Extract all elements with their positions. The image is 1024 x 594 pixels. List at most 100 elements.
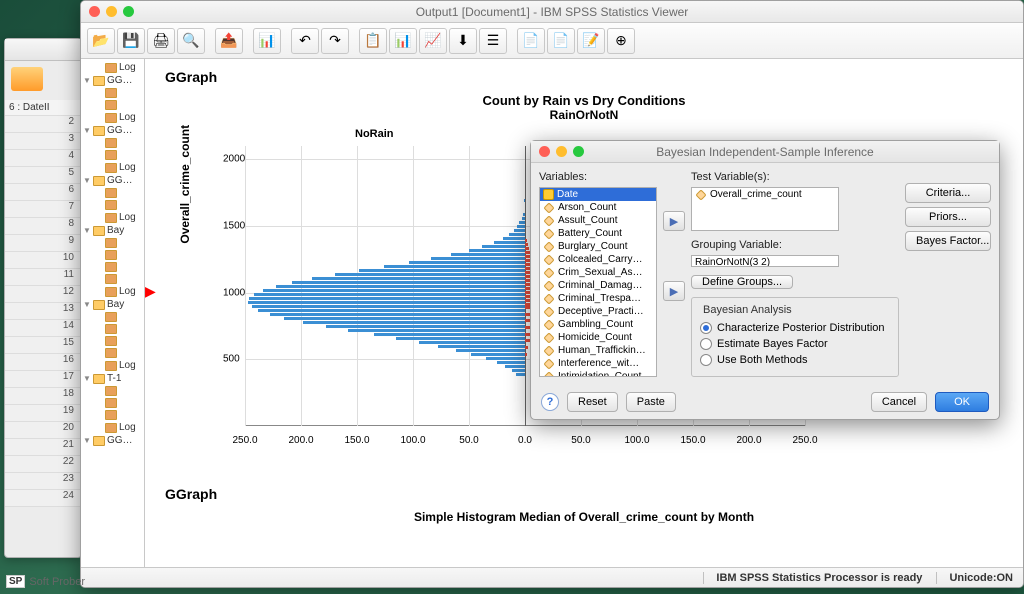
toolbar-button-5[interactable]: 📊 (253, 28, 281, 54)
outline-item[interactable]: ▼Bay (83, 224, 142, 237)
define-groups-button[interactable]: Define Groups... (691, 275, 793, 289)
outline-item[interactable]: ▼GG… (83, 74, 142, 87)
toolbar-button-16[interactable]: ⊕ (607, 28, 635, 54)
outline-item[interactable] (83, 237, 142, 249)
row-number[interactable]: 6 (5, 184, 81, 201)
variable-item[interactable]: Date (540, 188, 656, 201)
variable-item[interactable]: Battery_Count (540, 227, 656, 240)
toolbar-button-10[interactable]: 📈 (419, 28, 447, 54)
toolbar-button-2[interactable]: 🖨 (147, 28, 175, 54)
variable-item[interactable]: Gambling_Count (540, 318, 656, 331)
variable-item[interactable]: Criminal_Trespa… (540, 292, 656, 305)
ok-button[interactable]: OK (935, 392, 989, 412)
outline-item[interactable]: Log (83, 61, 142, 74)
radio-input[interactable] (700, 338, 712, 350)
variable-item[interactable]: Intimidation_Count (540, 370, 656, 377)
side-button[interactable]: Criteria... (905, 183, 991, 203)
toolbar-button-9[interactable]: 📊 (389, 28, 417, 54)
outline-item[interactable] (83, 273, 142, 285)
outline-item[interactable]: Log (83, 111, 142, 124)
row-number[interactable]: 5 (5, 167, 81, 184)
toolbar-button-4[interactable]: 📤 (215, 28, 243, 54)
variable-item[interactable]: Interference_wit… (540, 357, 656, 370)
variable-item[interactable]: Colcealed_Carry… (540, 253, 656, 266)
outline-item[interactable] (83, 187, 142, 199)
radio-input[interactable] (700, 322, 712, 334)
toolbar-button-14[interactable]: 📄 (547, 28, 575, 54)
toolbar-button-3[interactable]: 🔍 (177, 28, 205, 54)
row-number[interactable]: 24 (5, 490, 81, 507)
outline-item[interactable]: ▼GG… (83, 174, 142, 187)
row-number[interactable]: 2 (5, 116, 81, 133)
variable-item[interactable]: Criminal_Damag… (540, 279, 656, 292)
outline-item[interactable]: Log (83, 421, 142, 434)
output-outline[interactable]: Log▼GG…Log▼GG…Log▼GG…Log▼BayLog▼BayLog▼T… (81, 59, 145, 567)
test-variable-item[interactable]: Overall_crime_count (692, 188, 838, 201)
row-number[interactable]: 17 (5, 371, 81, 388)
move-to-groupvar-button[interactable]: ▶ (663, 281, 685, 301)
row-number[interactable]: 16 (5, 354, 81, 371)
outline-item[interactable] (83, 137, 142, 149)
outline-item[interactable]: Log (83, 161, 142, 174)
toolbar-button-12[interactable]: ☰ (479, 28, 507, 54)
row-number[interactable]: 14 (5, 320, 81, 337)
toolbar-button-7[interactable]: ↷ (321, 28, 349, 54)
outline-item[interactable] (83, 87, 142, 99)
outline-item[interactable]: ▼GG… (83, 124, 142, 137)
toolbar-button-0[interactable]: 📂 (87, 28, 115, 54)
outline-item[interactable] (83, 385, 142, 397)
row-number[interactable]: 9 (5, 235, 81, 252)
row-number[interactable]: 13 (5, 303, 81, 320)
paste-button[interactable]: Paste (626, 392, 676, 412)
row-number[interactable]: 11 (5, 269, 81, 286)
row-number[interactable]: 18 (5, 388, 81, 405)
outline-item[interactable] (83, 397, 142, 409)
row-number[interactable]: 12 (5, 286, 81, 303)
toolbar-button-15[interactable]: 📝 (577, 28, 605, 54)
row-number[interactable]: 21 (5, 439, 81, 456)
outline-item[interactable] (83, 409, 142, 421)
move-to-testvar-button[interactable]: ▶ (663, 211, 685, 231)
outline-item[interactable] (83, 249, 142, 261)
radio-input[interactable] (700, 354, 712, 366)
row-number[interactable]: 23 (5, 473, 81, 490)
outline-item[interactable] (83, 261, 142, 273)
row-number[interactable]: 7 (5, 201, 81, 218)
outline-item[interactable]: Log (83, 285, 142, 298)
variable-item[interactable]: Human_Traffickin… (540, 344, 656, 357)
outline-item[interactable] (83, 311, 142, 323)
toolbar-button-13[interactable]: 📄 (517, 28, 545, 54)
toolbar-button-11[interactable]: ⬇ (449, 28, 477, 54)
outline-item[interactable] (83, 335, 142, 347)
outline-item[interactable] (83, 99, 142, 111)
row-number[interactable]: 8 (5, 218, 81, 235)
toolbar-button-1[interactable]: 💾 (117, 28, 145, 54)
variable-item[interactable]: Arson_Count (540, 201, 656, 214)
help-icon[interactable]: ? (541, 393, 559, 411)
row-number[interactable]: 22 (5, 456, 81, 473)
test-variables-listbox[interactable]: Overall_crime_count (691, 187, 839, 231)
outline-item[interactable]: ▼GG… (83, 434, 142, 447)
outline-item[interactable] (83, 199, 142, 211)
outline-item[interactable] (83, 323, 142, 335)
variable-item[interactable]: Burglary_Count (540, 240, 656, 253)
variable-item[interactable]: Deceptive_Practi… (540, 305, 656, 318)
toolbar-button-6[interactable]: ↶ (291, 28, 319, 54)
row-number[interactable]: 3 (5, 133, 81, 150)
grouping-variable-field[interactable]: RainOrNotN(3 2) (691, 255, 839, 267)
outline-item[interactable] (83, 347, 142, 359)
variable-item[interactable]: Homicide_Count (540, 331, 656, 344)
side-button[interactable]: Bayes Factor... (905, 231, 991, 251)
variable-item[interactable]: Assult_Count (540, 214, 656, 227)
variables-listbox[interactable]: DateArson_CountAssult_CountBattery_Count… (539, 187, 657, 377)
cancel-button[interactable]: Cancel (871, 392, 927, 412)
outline-item[interactable]: ▼Bay (83, 298, 142, 311)
outline-item[interactable]: ▼T-1 (83, 372, 142, 385)
toolbar-button-8[interactable]: 📋 (359, 28, 387, 54)
outline-item[interactable] (83, 149, 142, 161)
variable-item[interactable]: Crim_Sexual_As… (540, 266, 656, 279)
side-button[interactable]: Priors... (905, 207, 991, 227)
row-number[interactable]: 19 (5, 405, 81, 422)
row-number[interactable]: 15 (5, 337, 81, 354)
outline-item[interactable]: Log (83, 211, 142, 224)
